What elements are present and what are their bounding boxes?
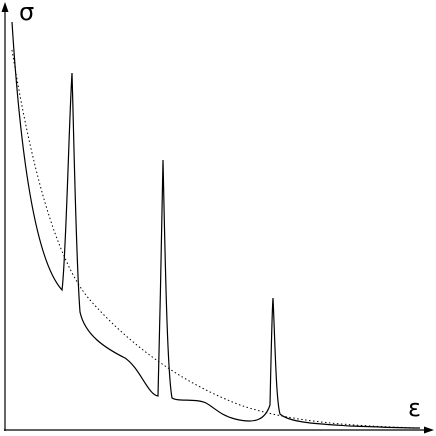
solid-curve	[11, 21, 421, 429]
y-axis-arrow	[1, 2, 9, 12]
x-axis-label: ε	[408, 394, 421, 422]
y-axis-label: σ	[19, 0, 34, 26]
x-axis-arrow	[424, 426, 434, 434]
